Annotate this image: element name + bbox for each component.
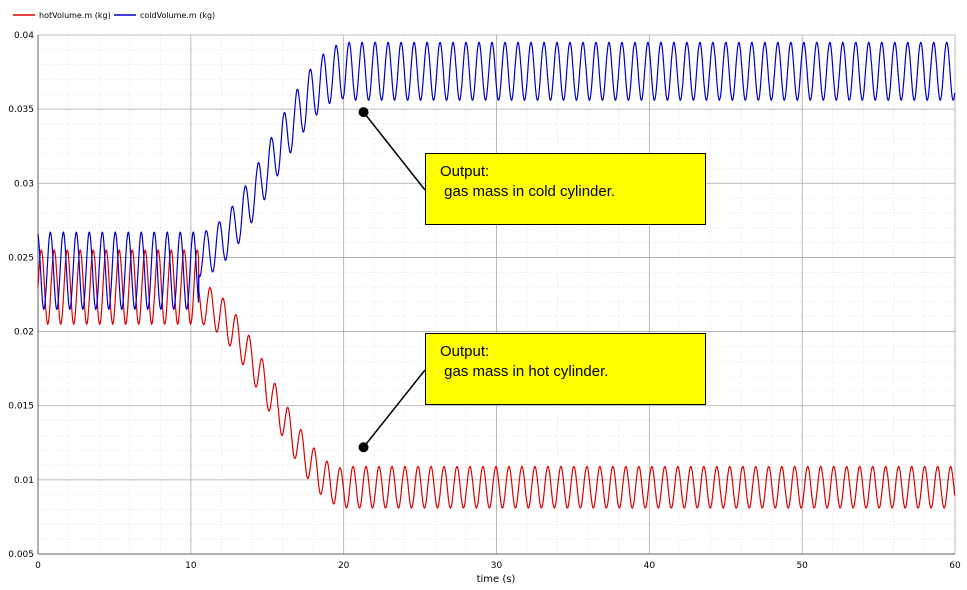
- series-group: [37, 41, 956, 509]
- y-tick-label: 0.035: [8, 105, 34, 115]
- annotation-hot-line1: Output:: [440, 343, 490, 360]
- y-tick-label: 0.01: [14, 476, 34, 486]
- y-tick-label: 0.03: [14, 179, 34, 189]
- y-tick-label: 0.02: [14, 328, 34, 338]
- legend-label-cold: coldVolume.m (kg): [140, 11, 215, 20]
- annotation-point: [358, 107, 369, 118]
- annotation-leader-line: [362, 369, 426, 448]
- x-tick-label: 20: [338, 561, 350, 571]
- series-line-cold: [37, 41, 956, 311]
- annotation-cold-line1: Output:: [440, 163, 490, 180]
- legend: hotVolume.m (kg) coldVolume.m (kg): [13, 11, 215, 20]
- annotation-hot-line2: gas mass in hot cylinder.: [440, 363, 609, 380]
- annotation-cold: Output: gas mass in cold cylinder.: [425, 153, 706, 225]
- x-tick-label: 60: [949, 561, 961, 571]
- x-tick-label: 50: [796, 561, 808, 571]
- annotation-hot: Output: gas mass in hot cylinder.: [425, 333, 706, 405]
- annotation-point: [358, 442, 369, 453]
- x-tick-label: 10: [185, 561, 197, 571]
- x-tick-label: 0: [35, 561, 41, 571]
- y-tick-label: 0.015: [8, 402, 34, 412]
- y-tick-label: 0.005: [8, 550, 34, 560]
- y-tick-label: 0.04: [14, 31, 34, 41]
- axes: 0 10 20 30 40 50 60 0.04 0.035 0.03 0.025 0.02 0.015…: [8, 31, 961, 571]
- x-axis-label: time (s): [477, 574, 516, 585]
- y-tick-label: 0.025: [8, 253, 34, 263]
- series-line-hot: [37, 249, 956, 509]
- legend-label-hot: hotVolume.m (kg): [39, 11, 111, 20]
- annotation-cold-line2: gas mass in cold cylinder.: [440, 183, 616, 200]
- annotation-leaders: [358, 107, 426, 453]
- x-tick-label: 30: [491, 561, 503, 571]
- annotation-leader-line: [362, 111, 426, 191]
- x-tick-label: 40: [644, 561, 656, 571]
